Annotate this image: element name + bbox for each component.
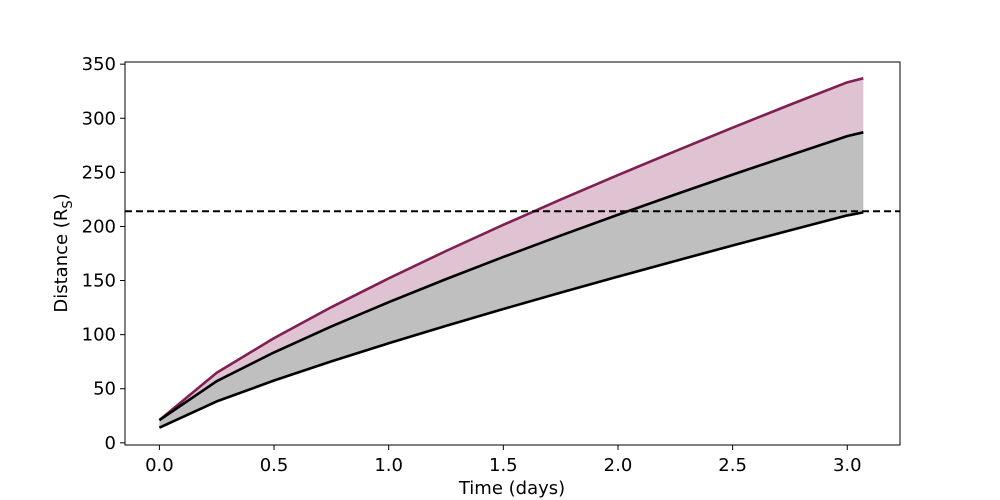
x-tick-label: 2.0: [604, 455, 633, 476]
y-tick-label: 300: [82, 108, 116, 129]
series-line-lower: [158, 211, 864, 429]
x-tick-label: 1.5: [489, 455, 518, 476]
fill-middle-upper: [159, 78, 864, 421]
series-line-upper: [158, 76, 864, 422]
x-tick-label: 0.0: [145, 455, 174, 476]
x-axis-label: Time (days): [458, 478, 565, 499]
y-tick-label: 250: [82, 162, 116, 183]
x-tick-label: 3.0: [833, 455, 862, 476]
plot-frame: [124, 61, 901, 446]
y-tick-label: 0: [105, 433, 116, 454]
fill-areas: [159, 78, 864, 428]
y-axis-label: Distance (RS): [51, 193, 76, 312]
y-tick-label: 50: [93, 379, 116, 400]
y-tick-label: 200: [82, 216, 116, 237]
series-line-middle: [158, 131, 864, 422]
x-tick-label: 0.5: [260, 455, 289, 476]
fill-lower-middle: [159, 132, 864, 428]
x-tick-label: 2.5: [718, 455, 747, 476]
y-axis-ticks: 0 50 100 150 200 250 300 350: [82, 54, 125, 454]
y-tick-label: 100: [82, 325, 116, 346]
series-lines: [158, 76, 864, 429]
y-tick-label: 150: [82, 271, 116, 292]
y-tick-label: 350: [82, 54, 116, 75]
x-tick-label: 1.0: [374, 455, 403, 476]
x-axis-ticks: 0.0 0.5 1.0 1.5 2.0 2.5 3.0: [145, 445, 862, 476]
